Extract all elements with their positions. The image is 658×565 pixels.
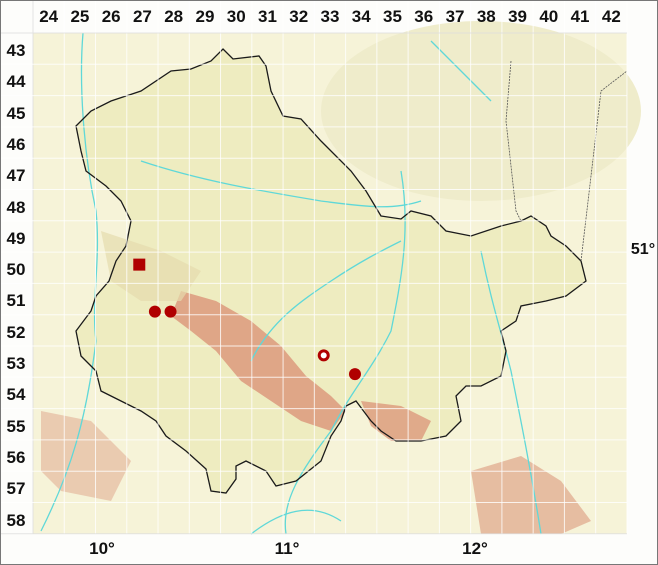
river-elster bbox=[480, 250, 542, 535]
longitude-label: 11° bbox=[274, 539, 300, 558]
column-label: 33 bbox=[320, 7, 340, 26]
column-label: 30 bbox=[226, 7, 246, 26]
column-label: 25 bbox=[70, 7, 90, 26]
row-label: 47 bbox=[6, 166, 26, 186]
grid-lines bbox=[1, 1, 628, 535]
highland-southwest bbox=[41, 411, 131, 501]
occurrence-markers bbox=[133, 258, 361, 381]
row-label: 57 bbox=[6, 479, 26, 499]
column-label: 41 bbox=[570, 7, 590, 26]
river-south bbox=[250, 509, 342, 535]
column-label: 39 bbox=[508, 7, 527, 26]
river-north bbox=[430, 40, 492, 102]
row-label: 56 bbox=[6, 447, 26, 467]
longitude-label: 12° bbox=[462, 539, 488, 558]
column-label: 31 bbox=[258, 7, 277, 26]
column-label: 28 bbox=[164, 7, 184, 26]
marker-circle-open bbox=[317, 349, 330, 362]
lowland-area bbox=[321, 21, 641, 201]
longitude-label: 10° bbox=[89, 539, 115, 558]
column-label: 38 bbox=[476, 7, 496, 26]
marker-square bbox=[133, 258, 146, 271]
column-label: 37 bbox=[445, 7, 465, 26]
row-label: 52 bbox=[6, 322, 26, 342]
row-label: 58 bbox=[6, 510, 26, 530]
latitude-label: 51° bbox=[630, 241, 656, 258]
marker-circle-filled bbox=[348, 368, 361, 381]
river-saale bbox=[284, 170, 406, 535]
column-label: 34 bbox=[351, 7, 371, 26]
marker-circle-filled bbox=[148, 305, 161, 318]
column-label: 36 bbox=[414, 7, 434, 26]
column-label: 42 bbox=[601, 7, 621, 26]
thuringia-region-fill bbox=[76, 49, 586, 493]
row-label: 43 bbox=[6, 41, 26, 60]
river-ilm bbox=[250, 240, 402, 362]
column-label: 29 bbox=[195, 7, 215, 26]
neighbor-border-east bbox=[505, 60, 628, 262]
column-label: 27 bbox=[132, 7, 152, 26]
column-label: 32 bbox=[289, 7, 309, 26]
row-label: 45 bbox=[6, 103, 26, 123]
highland-southeast bbox=[471, 456, 591, 534]
row-label: 55 bbox=[6, 416, 26, 436]
row-label: 51 bbox=[6, 291, 26, 311]
column-label: 24 bbox=[39, 7, 59, 26]
row-label: 48 bbox=[6, 197, 26, 217]
column-label: 35 bbox=[383, 7, 402, 26]
row-label: 54 bbox=[6, 385, 26, 405]
row-label: 50 bbox=[6, 260, 26, 280]
row-label: 46 bbox=[6, 134, 26, 154]
marker-circle-filled bbox=[164, 305, 177, 318]
row-label: 53 bbox=[6, 354, 26, 373]
row-label: 49 bbox=[6, 228, 26, 248]
column-label: 40 bbox=[539, 7, 559, 26]
column-label: 26 bbox=[101, 7, 121, 26]
highland-thuringian-forest bbox=[171, 291, 346, 431]
row-label: 44 bbox=[6, 72, 26, 92]
highland-slate-mountains bbox=[361, 401, 431, 441]
